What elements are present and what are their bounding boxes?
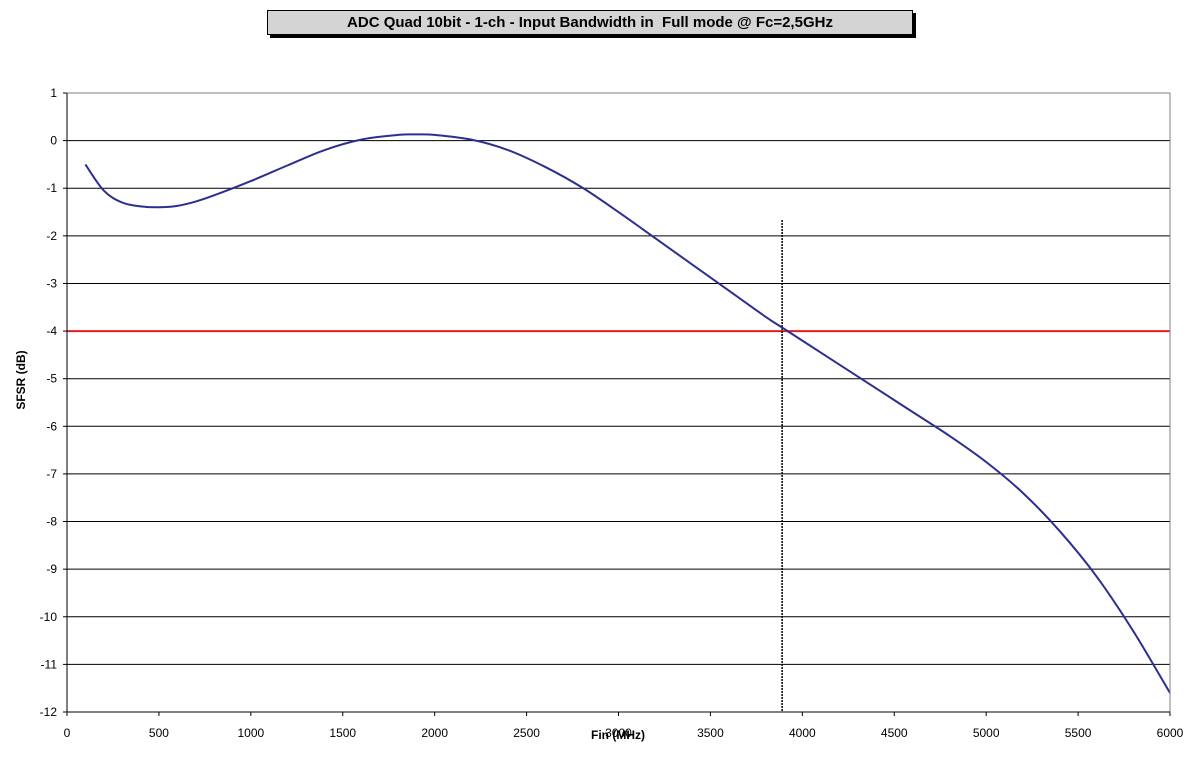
plot-border xyxy=(66,92,1171,713)
y-tick-label: -4 xyxy=(46,324,57,338)
y-tick-label: -8 xyxy=(46,515,57,529)
gridlines xyxy=(67,92,1170,713)
x-tick-label: 0 xyxy=(64,726,71,740)
x-tick-label: 3000 xyxy=(605,726,632,740)
y-tick-label: 1 xyxy=(50,86,57,100)
y-tick-label: -2 xyxy=(46,229,57,243)
x-tick-label: 5500 xyxy=(1065,726,1092,740)
x-axis-title: Fin (MHz) xyxy=(591,728,645,742)
x-tick-label: 2000 xyxy=(421,726,448,740)
y-axis-title: SFSR (dB) xyxy=(14,350,28,409)
y-tick-label: -11 xyxy=(41,657,58,671)
reference-lines xyxy=(67,220,1170,712)
y-tick-label: -6 xyxy=(46,419,57,433)
tick-labels: 1 0 -1 -2 -3 -4 -5 -6 -7 -8 -9 -10 -11 -12 0 500 1000 150… xyxy=(40,86,1184,740)
x-tick-label: 2500 xyxy=(513,726,540,740)
x-tick-label: 5000 xyxy=(973,726,1000,740)
x-tick-label: 4000 xyxy=(789,726,816,740)
y-tick-label: -9 xyxy=(46,562,57,576)
series-line xyxy=(84,133,1171,694)
x-tick-label: 1000 xyxy=(237,726,264,740)
y-tick-label: -12 xyxy=(40,705,58,719)
x-tick-label: 4500 xyxy=(881,726,908,740)
y-tick-label: -5 xyxy=(46,372,57,386)
series-layer xyxy=(84,133,1171,694)
x-tick-label: 500 xyxy=(149,726,169,740)
chart-title: ADC Quad 10bit - 1-ch - Input Bandwidth … xyxy=(267,10,913,35)
y-tick-label: -3 xyxy=(46,276,57,290)
y-tick-label: -1 xyxy=(46,181,57,195)
x-tick-label: 3500 xyxy=(697,726,724,740)
y-tick-label: 0 xyxy=(50,134,57,148)
y-tick-label: -10 xyxy=(40,610,58,624)
x-tick-label: 1500 xyxy=(329,726,356,740)
x-tick-label: 6000 xyxy=(1157,726,1184,740)
axes xyxy=(63,92,1171,716)
y-tick-label: -7 xyxy=(46,467,57,481)
